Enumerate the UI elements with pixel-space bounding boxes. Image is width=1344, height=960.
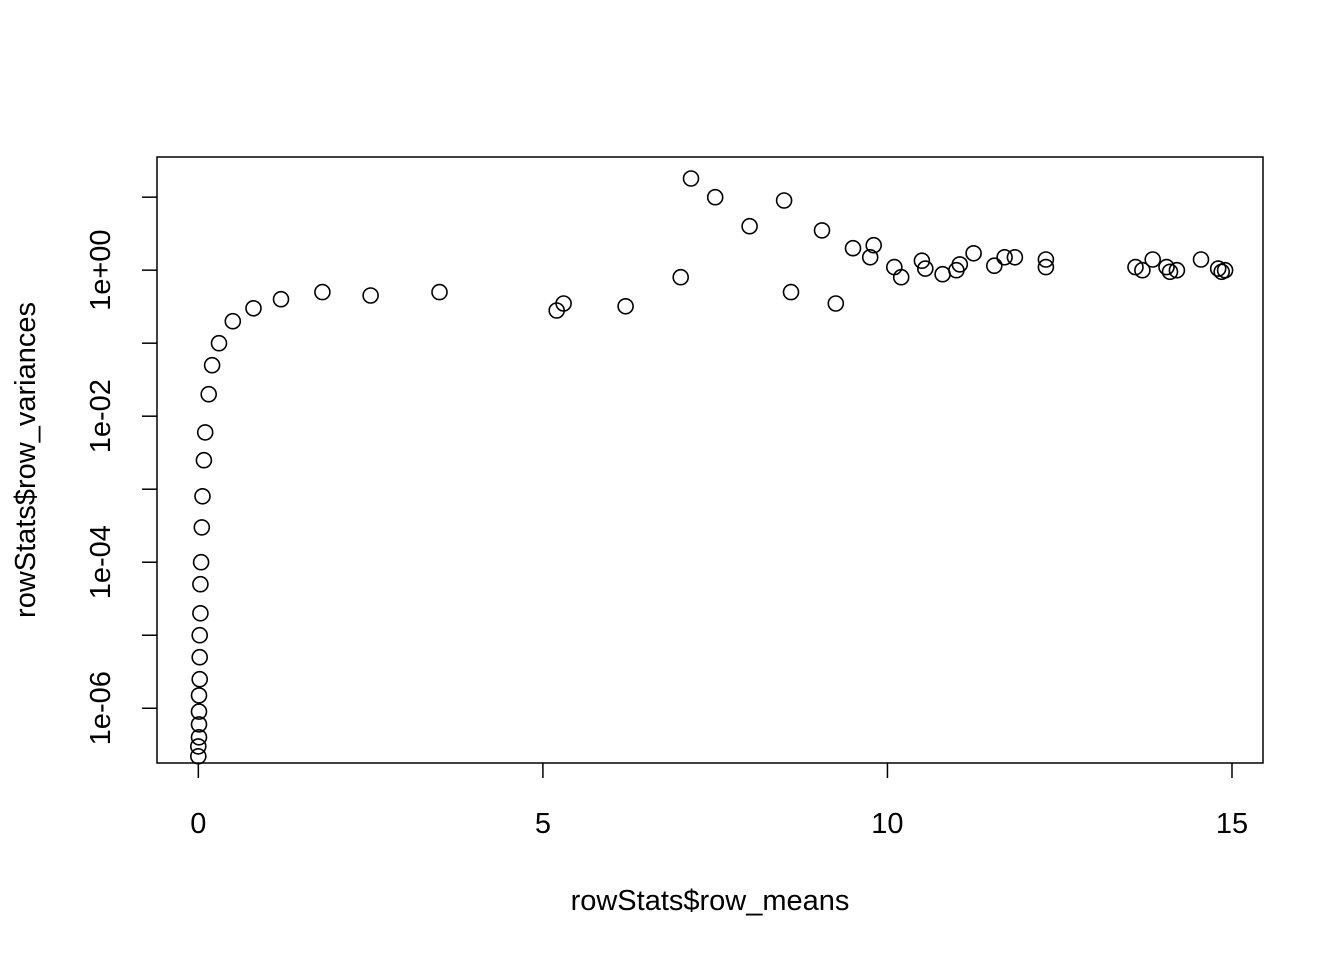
data-point — [272, 290, 290, 308]
data-point — [885, 258, 903, 276]
data-point — [913, 252, 931, 270]
data-point — [190, 716, 208, 733]
x-tick-label: 10 — [871, 808, 903, 840]
x-tick-label: 15 — [1216, 808, 1248, 840]
plot-frame — [156, 156, 1264, 764]
x-tick-label: 0 — [190, 808, 206, 840]
y-tick-label: 1e-02 — [85, 379, 117, 453]
data-point — [362, 287, 379, 304]
data-point — [741, 217, 758, 235]
data-point — [682, 170, 700, 187]
y-tick-label: 1e-06 — [85, 671, 117, 745]
data-point — [210, 334, 228, 352]
data-point — [951, 256, 969, 273]
data-point — [191, 670, 208, 688]
data-point — [431, 283, 448, 301]
data-point — [892, 268, 910, 286]
data-point — [1037, 251, 1055, 268]
data-point — [1006, 248, 1024, 266]
data-point — [813, 222, 831, 239]
data-point — [1144, 251, 1161, 268]
x-axis: 0 5 10 15 — [190, 763, 1248, 840]
data-point — [1037, 258, 1055, 276]
x-tick-label: 5 — [535, 808, 551, 840]
data-point — [200, 385, 217, 403]
y-tick-label: 1e-04 — [85, 525, 117, 599]
data-point — [1168, 261, 1186, 279]
data-point — [782, 283, 800, 301]
points-layer — [190, 170, 1234, 765]
data-point — [190, 687, 208, 704]
data-point — [916, 260, 934, 277]
data-point — [775, 192, 793, 209]
data-point — [314, 283, 331, 301]
data-point — [190, 738, 207, 755]
y-axis: 1e-06 1e-04 1e-02 1e+00 — [85, 196, 157, 745]
data-point — [203, 356, 221, 374]
data-point — [196, 424, 214, 441]
data-point — [1192, 251, 1210, 268]
data-point — [996, 248, 1013, 266]
data-point — [1209, 260, 1227, 277]
data-point — [1161, 263, 1179, 281]
data-point — [224, 312, 242, 330]
data-point — [193, 519, 211, 536]
data-point — [555, 295, 572, 312]
data-point — [190, 703, 208, 720]
data-point — [985, 257, 1003, 275]
data-point — [965, 245, 982, 262]
data-point — [861, 248, 879, 266]
data-point — [934, 265, 951, 283]
data-point — [245, 299, 262, 317]
data-point — [192, 575, 209, 593]
data-point — [844, 239, 862, 257]
y-axis-label: rowStats$row_variances — [10, 302, 42, 618]
x-axis-label: rowStats$row_means — [571, 885, 850, 917]
data-point — [827, 295, 845, 312]
data-point — [706, 188, 724, 206]
data-point — [191, 626, 208, 644]
data-point — [1216, 261, 1234, 279]
data-point — [192, 553, 210, 571]
data-point — [617, 297, 634, 315]
data-point — [190, 728, 208, 746]
data-point — [195, 451, 213, 469]
data-point — [1158, 258, 1175, 276]
y-tick-label: 1e+00 — [85, 229, 117, 310]
data-point — [191, 648, 208, 666]
data-point — [865, 236, 883, 254]
data-point — [1134, 261, 1151, 279]
data-point — [192, 604, 209, 622]
data-point — [194, 487, 211, 505]
data-point — [672, 268, 690, 286]
